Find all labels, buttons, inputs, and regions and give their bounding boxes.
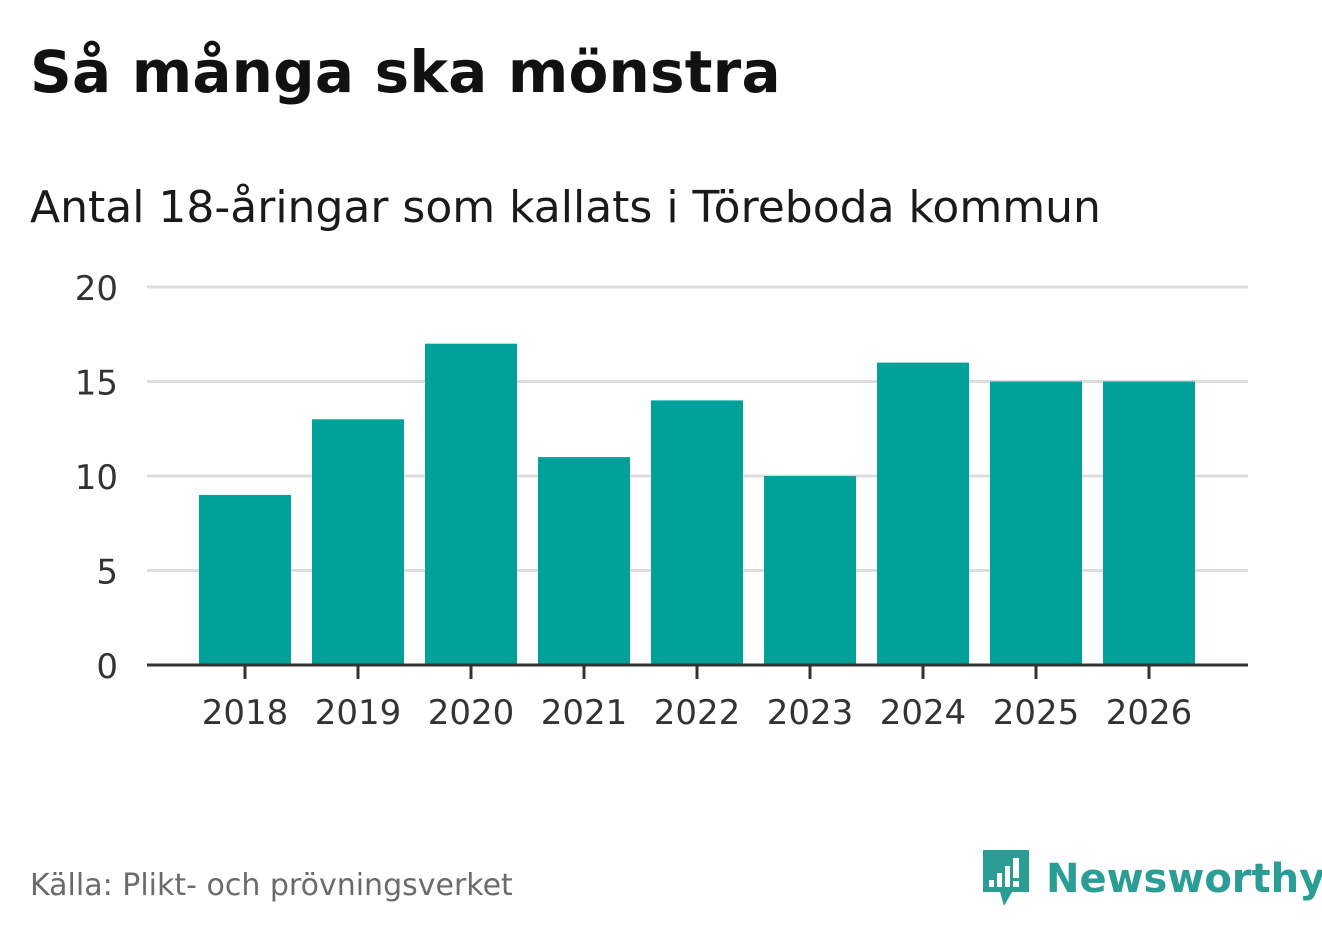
x-axis: 2018 2019 2020 2021 2022 2023 2024 2025 2026 [147,663,1248,733]
bars [199,343,1195,665]
brand-logo[interactable]: Newsworthy [980,848,1322,910]
bar-2023 [764,476,856,665]
x-tick-label: 2025 [993,693,1080,733]
y-tick-label: 20 [75,269,118,309]
x-tick-label: 2019 [315,693,402,733]
chart-subtitle: Antal 18-åringar som kallats i Töreboda … [30,182,1101,233]
x-tick-label: 2023 [767,693,854,733]
source-note: Källa: Plikt- och prövningsverket [30,868,513,903]
bar-2025 [990,381,1082,665]
newsworthy-logo-icon [983,850,1029,906]
y-tick-label: 5 [96,553,118,593]
x-tick-label: 2020 [428,693,515,733]
x-tick-label: 2021 [541,693,628,733]
bar-2022 [651,400,743,665]
y-tick-label: 15 [75,364,118,404]
bar-2026 [1103,381,1195,665]
y-axis-ticks: 0 5 10 15 20 [75,269,118,687]
x-tick-label: 2022 [654,693,741,733]
bar-chart: 0 5 10 15 20 2018 2019 2020 2021 2022 2023 2024 202… [75,269,1248,733]
brand-name: Newsworthy [1046,856,1322,902]
bar-2021 [538,457,630,665]
bar-2024 [877,362,969,665]
chart-title: Så många ska mönstra [30,38,781,106]
x-tick-label: 2026 [1106,693,1193,733]
bar-2019 [312,419,404,665]
x-tick-label: 2018 [202,693,289,733]
y-tick-label: 0 [96,647,118,687]
x-tick-label: 2024 [880,693,967,733]
y-tick-label: 10 [75,458,118,498]
bar-2020 [425,343,517,665]
bar-2018 [199,494,291,665]
